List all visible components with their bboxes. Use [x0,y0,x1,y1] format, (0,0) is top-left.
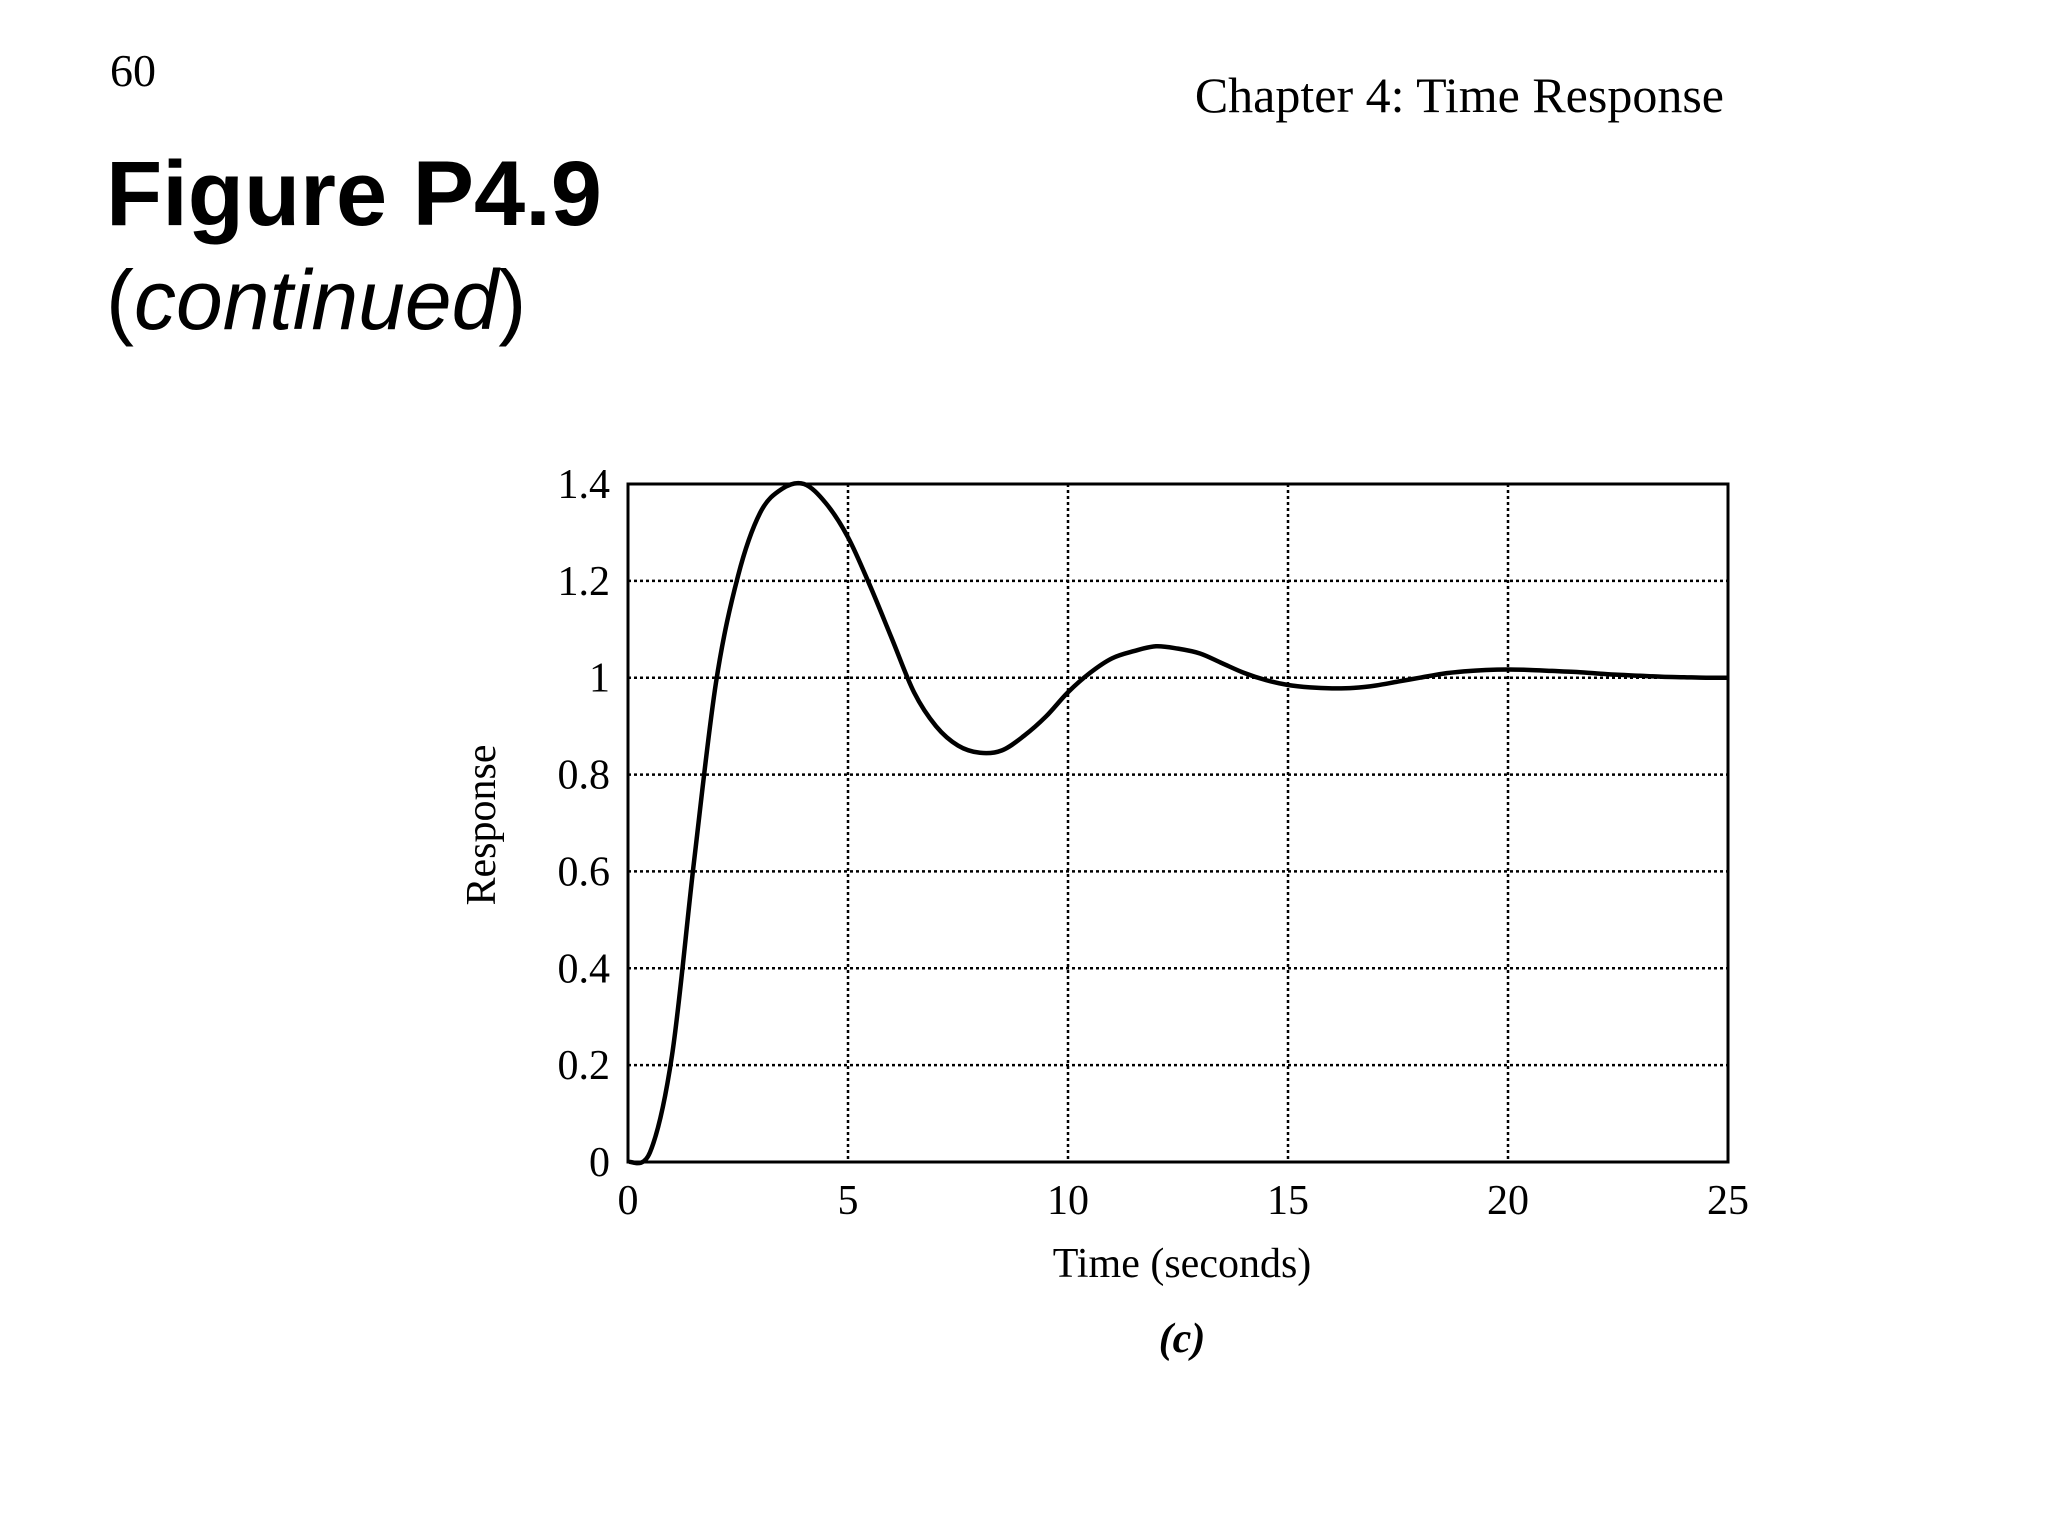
tick-layer: 0 5 10 15 20 25 0 0.2 0.4 0.6 0.8 1 1.2 1.4 [558,462,1750,1224]
plot-frame [626,482,1730,1164]
response-line [627,480,1729,1166]
x-tick-label: 20 [1487,1178,1529,1224]
subtitle-word: continued [133,253,499,347]
page-number: 60 [110,45,156,96]
subtitle-open-paren: ( [106,253,134,347]
y-tick-label: 0.4 [558,946,611,992]
subtitle-close-paren: ) [498,253,527,347]
x-tick-label: 10 [1047,1178,1089,1224]
x-tick-label: 15 [1267,1178,1309,1224]
x-tick-label: 0 [618,1178,639,1224]
x-tick-label: 5 [838,1178,859,1224]
y-tick-label: 0.6 [558,849,611,895]
grid-layer [628,484,1728,1162]
panel-label: (c) [1159,1316,1206,1362]
x-axis-label: Time (seconds) [1053,1241,1312,1287]
y-tick-label: 0.2 [558,1043,611,1089]
x-tick-label: 25 [1707,1178,1749,1224]
y-tick-label: 1.4 [558,462,611,508]
chapter-title: Chapter 4: Time Response [1194,67,1724,123]
y-tick-label: 1.2 [558,559,611,605]
series-layer [627,480,1729,1166]
y-tick-label: 0 [589,1140,610,1186]
y-tick-label: 1 [589,656,610,702]
figure-title: Figure P4.9 [106,143,602,245]
y-axis-label: Response [459,745,505,906]
figure-subtitle: (continued) [106,258,526,342]
y-tick-label: 0.8 [558,753,611,799]
